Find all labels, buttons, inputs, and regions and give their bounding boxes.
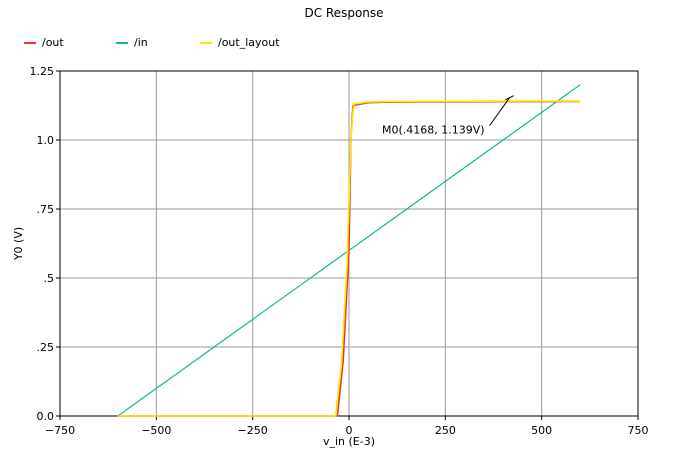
y-axis-label: Y0 (V) [12,227,25,261]
y-tick-label: .5 [44,272,55,285]
marker-label: M0(.4168, 1.139V) [382,124,485,137]
legend-swatch-out-layout [200,42,212,44]
legend-label-out: /out [42,36,64,49]
legend-label-out-layout: /out_layout [218,36,280,49]
legend-swatch-in [116,42,128,44]
y-tick-label: 1.0 [37,134,55,147]
legend-swatch-out [24,42,36,44]
x-tick-label: 750 [628,424,649,437]
x-tick-label: −750 [45,424,75,437]
y-tick-label: .75 [37,203,55,216]
legend-item-in[interactable]: /in [116,36,148,50]
x-tick-label: 250 [435,424,456,437]
x-axis-label: v_in (E-3) [323,435,375,448]
legend-label-in: /in [134,36,148,49]
y-tick-label: 0.0 [37,410,55,423]
x-tick-label: 0 [346,424,353,437]
y-tick-label: 1.25 [30,65,55,78]
legend-item-out-layout[interactable]: /out_layout [200,36,280,50]
x-tick-label: −500 [141,424,171,437]
legend-item-out[interactable]: /out [24,36,64,50]
chart-title: DC Response [304,6,384,20]
series-line-out-layout [117,100,581,417]
x-tick-label: 500 [531,424,552,437]
marker-pointer [489,97,511,126]
y-tick-label: .25 [37,341,55,354]
marker-tick [505,95,514,101]
x-tick-label: −250 [238,424,268,437]
